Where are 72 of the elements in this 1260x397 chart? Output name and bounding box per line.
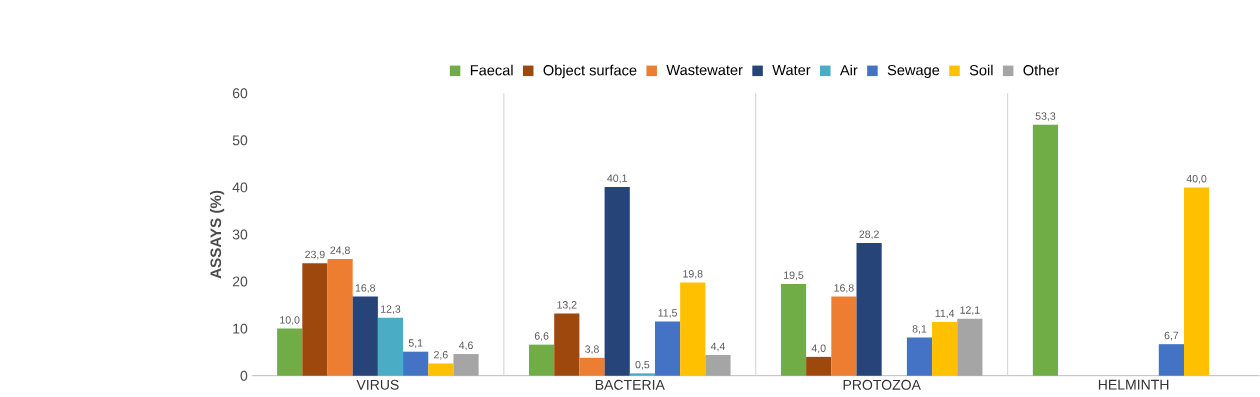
y-tick-label: 40 — [232, 182, 248, 193]
bar — [932, 322, 958, 376]
data-label: 3,8 — [585, 345, 599, 355]
data-label: 11,4 — [935, 309, 955, 319]
y-tick-label: 30 — [232, 229, 248, 240]
bar — [906, 337, 933, 376]
x-tick-label: VIRUS — [356, 379, 399, 390]
x-tick-label: PROTOZOA — [843, 379, 921, 390]
data-label: 10,0 — [280, 316, 300, 325]
legend-label: Other — [1023, 64, 1060, 76]
data-label: 16,8 — [834, 284, 854, 293]
y-axis-title: ASSAYS (%) — [209, 190, 225, 279]
data-label: 40,0 — [1186, 174, 1207, 184]
data-label: 12,3 — [381, 305, 401, 315]
data-label: 4,4 — [710, 342, 725, 352]
data-label: 13,2 — [557, 301, 577, 310]
data-label: 19,8 — [683, 270, 703, 279]
bar — [856, 242, 882, 376]
bar — [1158, 344, 1184, 376]
y-tick-label: 60 — [232, 88, 248, 99]
data-label: 12,1 — [960, 306, 980, 316]
data-label: 24,8 — [330, 246, 350, 256]
legend-label: Object surface — [543, 64, 637, 79]
bar — [302, 263, 328, 376]
bar — [327, 258, 353, 376]
y-tick-label: 20 — [232, 276, 248, 287]
data-label: 6,7 — [1164, 331, 1179, 341]
bar — [377, 317, 404, 376]
bar — [428, 363, 454, 376]
legend-label: Air — [839, 64, 858, 76]
data-label: 5,1 — [408, 339, 423, 348]
x-tick-label: BACTERIA — [595, 379, 665, 390]
data-label: 40,1 — [607, 174, 627, 184]
data-label: 4,6 — [458, 341, 473, 351]
y-tick-label: 10 — [233, 323, 248, 334]
data-label: 28,2 — [859, 230, 879, 240]
bar — [1183, 187, 1210, 376]
bar — [629, 373, 655, 376]
y-tick-label: 0 — [240, 370, 248, 381]
bar — [957, 318, 983, 376]
y-tick-label: 50 — [232, 135, 248, 146]
legend-label: Water — [772, 65, 811, 76]
data-label: 53,3 — [1035, 112, 1056, 122]
bar — [554, 313, 580, 376]
data-label: 23,9 — [305, 250, 325, 260]
data-label: 6,6 — [534, 332, 549, 341]
bar — [604, 186, 630, 376]
bar — [831, 296, 857, 376]
bar — [806, 356, 832, 376]
legend-label: Sewage — [887, 64, 940, 79]
legend-label: Faecal — [470, 64, 513, 76]
data-label: 19,5 — [784, 271, 804, 281]
data-label: 11,5 — [658, 309, 677, 318]
bar — [579, 357, 605, 376]
data-label: 16,8 — [355, 284, 376, 293]
bar — [453, 354, 479, 376]
bar — [1032, 124, 1059, 376]
data-label: 0,5 — [635, 360, 650, 370]
bar — [680, 282, 706, 376]
data-label: 2,6 — [434, 351, 448, 360]
bar — [654, 321, 681, 376]
bar — [529, 344, 555, 376]
bar — [352, 296, 378, 376]
bar — [705, 355, 731, 376]
bar — [277, 328, 303, 376]
data-label: 8,1 — [912, 325, 927, 334]
bar — [403, 351, 429, 376]
x-tick-label: HELMINTH — [1098, 379, 1169, 390]
legend-label: Wastewater — [666, 65, 743, 76]
bar — [780, 283, 807, 376]
legend-label: Soil — [969, 64, 993, 76]
data-label: 4,0 — [811, 344, 826, 354]
